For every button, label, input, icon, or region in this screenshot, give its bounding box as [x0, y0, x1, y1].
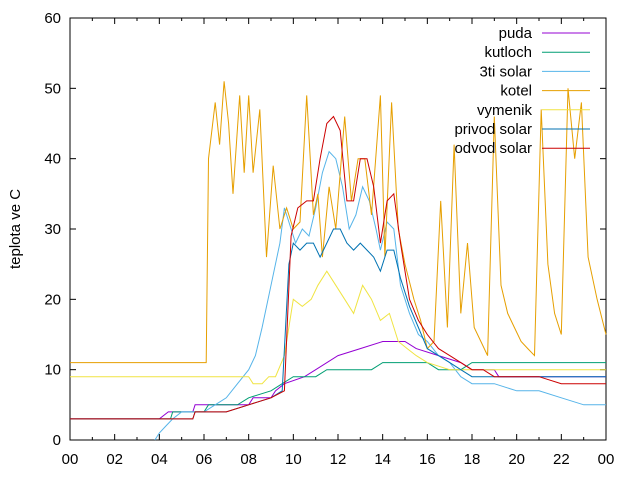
legend: puda kutloch 3ti solar kotel vymenik privod s…: [454, 25, 590, 157]
legend-label: kotel: [500, 83, 532, 100]
x-tick-label: 22: [553, 451, 570, 468]
series-line-puda: [70, 341, 606, 420]
legend-label: odvod solar: [454, 140, 532, 157]
x-tick-label: 04: [151, 451, 168, 468]
series-line-vymenik: [70, 270, 606, 385]
x-tick-label: 14: [374, 451, 391, 468]
x-tick-label: 20: [508, 451, 525, 468]
x-tick-label: 10: [285, 451, 302, 468]
series-line-odvod-solar: [70, 115, 606, 420]
x-tick-label: 02: [106, 451, 123, 468]
x-tick-label: 08: [240, 451, 257, 468]
series-layer: [70, 81, 607, 441]
legend-label: kutloch: [484, 44, 532, 61]
series-line-3ti-solar: [154, 150, 606, 441]
legend-label: privod solar: [454, 121, 532, 138]
y-tick-label: 50: [44, 80, 61, 97]
y-axis-label: teplota ve C: [7, 189, 24, 269]
y-tick-label: 20: [44, 291, 61, 308]
x-tick-label: 00: [598, 451, 615, 468]
y-tick-label: 60: [44, 10, 61, 27]
legend-label: puda: [499, 25, 533, 42]
legend-label: 3ti solar: [479, 63, 532, 80]
x-tick-label: 00: [62, 451, 79, 468]
y-tick-label: 40: [44, 151, 61, 168]
y-tick-label: 10: [44, 362, 61, 379]
axis-ticks: 0 10 20 30 40 50 60 00 02 04 06 08 10 12 14 16 18 20 22 00: [44, 10, 614, 468]
y-tick-label: 0: [53, 432, 61, 449]
x-tick-label: 18: [464, 451, 481, 468]
y-tick-label: 30: [44, 221, 61, 238]
x-tick-label: 12: [330, 451, 347, 468]
x-tick-label: 06: [196, 451, 213, 468]
series-line-privod-solar: [70, 228, 606, 420]
x-tick-label: 16: [419, 451, 436, 468]
legend-label: vymenik: [477, 102, 533, 119]
